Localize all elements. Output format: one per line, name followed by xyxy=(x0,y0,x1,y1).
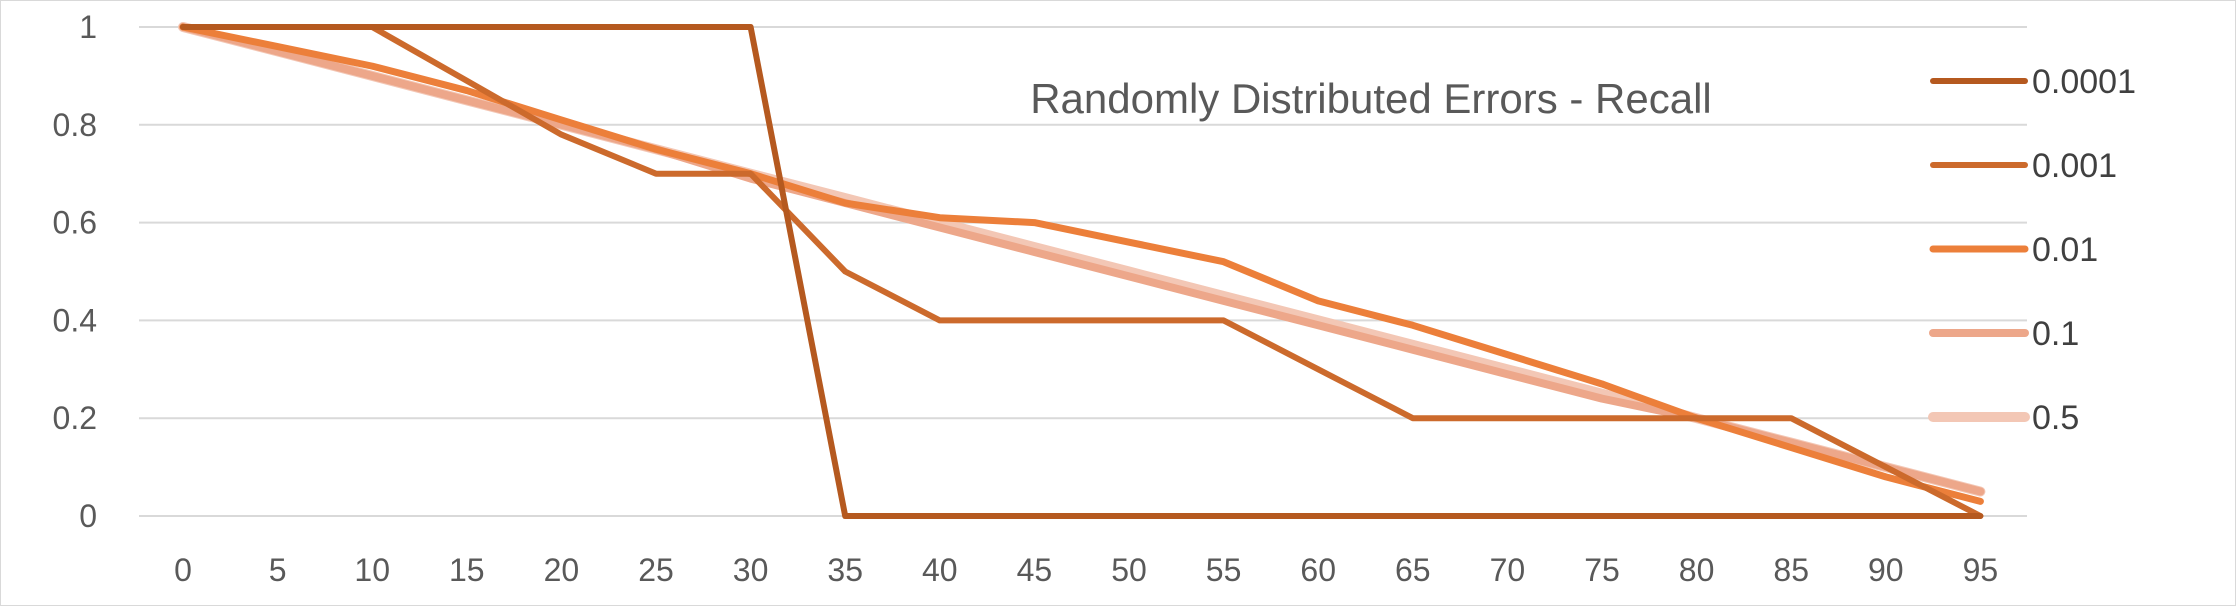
x-tick-label: 30 xyxy=(733,552,769,588)
x-tick-label: 90 xyxy=(1868,552,1904,588)
x-tick-label: 95 xyxy=(1963,552,1999,588)
x-tick-label: 50 xyxy=(1111,552,1147,588)
x-tick-label: 40 xyxy=(922,552,958,588)
x-tick-label: 45 xyxy=(1017,552,1053,588)
legend: 0.0001 0.001 0.01 0.1 0.5 xyxy=(1928,63,2136,437)
y-tick-label: 0.2 xyxy=(53,400,97,436)
x-tick-label: 70 xyxy=(1490,552,1526,588)
x-tick-label: 35 xyxy=(827,552,863,588)
series-line-0.01 xyxy=(179,23,1984,505)
x-tick-label: 15 xyxy=(449,552,485,588)
y-axis-tick-labels: 0 0.2 0.4 0.6 0.8 1 xyxy=(53,9,97,534)
series-line-0.001 xyxy=(180,24,1984,519)
y-tick-label: 0.8 xyxy=(53,107,97,143)
y-tick-label: 0 xyxy=(79,498,97,534)
series-line-0.0001 xyxy=(180,24,1984,519)
x-tick-label: 80 xyxy=(1679,552,1715,588)
y-tick-label: 0.4 xyxy=(53,302,97,338)
x-tick-label: 85 xyxy=(1773,552,1809,588)
x-axis-tick-labels: 0 5 10 15 20 25 30 35 40 45 50 55 60 65 70 75 80 85 90 95 xyxy=(174,552,1998,588)
x-tick-label: 10 xyxy=(354,552,390,588)
legend-label: 0.5 xyxy=(2032,399,2079,437)
x-tick-label: 25 xyxy=(638,552,674,588)
x-tick-label: 65 xyxy=(1395,552,1431,588)
legend-label: 0.001 xyxy=(2032,147,2117,185)
chart-title: Randomly Distributed Errors - Recall xyxy=(1030,75,1712,122)
legend-label: 0.1 xyxy=(2032,315,2079,353)
x-tick-label: 20 xyxy=(544,552,580,588)
x-tick-label: 5 xyxy=(269,552,287,588)
y-tick-label: 1 xyxy=(79,9,97,45)
x-tick-label: 55 xyxy=(1206,552,1242,588)
x-tick-label: 60 xyxy=(1300,552,1336,588)
x-tick-label: 75 xyxy=(1584,552,1620,588)
x-tick-label: 0 xyxy=(174,552,192,588)
legend-label: 0.0001 xyxy=(2032,63,2136,101)
legend-label: 0.01 xyxy=(2032,231,2098,269)
series-lines xyxy=(178,22,1986,519)
y-tick-label: 0.6 xyxy=(53,205,97,241)
